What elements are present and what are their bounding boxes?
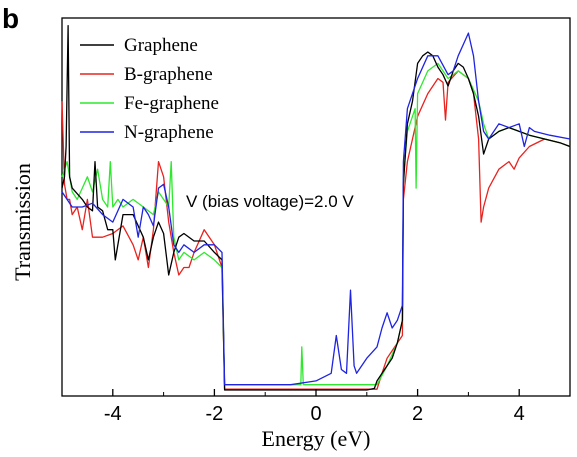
x-tick-label: -4 [104, 403, 122, 425]
x-tick-label: 4 [514, 403, 525, 425]
legend: Graphene B-graphene Fe-graphene N-graphene [80, 35, 219, 143]
bias-voltage-annotation: V (bias voltage)=2.0 V [186, 192, 354, 211]
x-tick-label: 0 [310, 403, 321, 425]
legend-label-b-graphene: B-graphene [124, 64, 213, 85]
x-tick-label: 2 [412, 403, 423, 425]
x-tick-label: -2 [206, 403, 224, 425]
legend-label-fe-graphene: Fe-graphene [124, 93, 219, 114]
y-axis-title: Transmission [10, 163, 35, 281]
ticks-layer: -4 -2 0 2 4 [61, 389, 571, 425]
panel-label: b [2, 3, 19, 34]
legend-label-n-graphene: N-graphene [124, 122, 214, 143]
x-axis-title: Energy (eV) [262, 426, 371, 451]
series-line-b-graphene [61, 70, 571, 390]
series-line-n-graphene [61, 32, 571, 386]
legend-label-graphene: Graphene [124, 35, 198, 56]
